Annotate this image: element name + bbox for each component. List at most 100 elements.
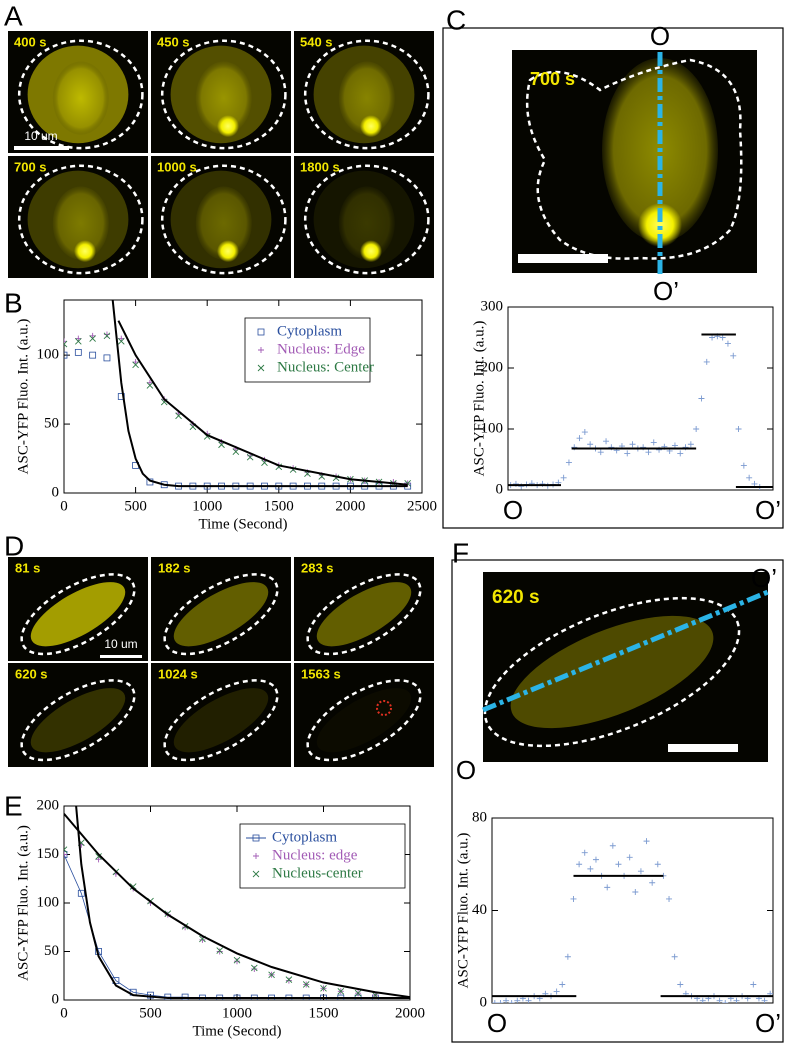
time-label: 1563 s: [301, 666, 341, 681]
data-point: [302, 981, 310, 988]
legend-marker: [252, 870, 260, 878]
time-label: 1800 s: [300, 159, 340, 174]
y-tick-label: 100: [37, 347, 60, 363]
cell-outline: [20, 679, 136, 762]
legend-marker: [257, 364, 265, 372]
data-point: [492, 1000, 498, 1003]
y-axis-label: ASC-YFP Fluo. Int. (a.u.): [471, 321, 487, 477]
micrograph: [8, 663, 148, 767]
data-point: [761, 997, 768, 1003]
data-point: [553, 988, 560, 995]
data-point: [64, 846, 68, 853]
data-point: [250, 964, 258, 972]
y-tick-label: 200: [481, 359, 504, 375]
time-label: 182 s: [158, 560, 191, 575]
nucleus: [52, 186, 109, 260]
data-point: [103, 332, 111, 340]
legend-marker: [257, 328, 265, 336]
y-axis-label: ASC-YFP Fluo. Int. (a.u.): [15, 319, 31, 475]
data-point: [199, 936, 206, 943]
data-point: [587, 441, 594, 448]
data-point: [117, 338, 125, 345]
data-point: [643, 838, 650, 845]
data-point: [624, 450, 631, 457]
x-axis-label: Time (Second): [198, 516, 287, 532]
scale-bar: [14, 146, 69, 150]
legend-box: [239, 823, 406, 889]
scale-label: 10 um: [24, 129, 57, 143]
data-point: [234, 958, 240, 965]
data-point: [503, 997, 510, 1003]
plot-frame: [63, 299, 423, 494]
data-point: [637, 868, 644, 875]
x-tick-label: 0: [60, 498, 68, 514]
data-point: [354, 989, 362, 997]
data-point: [699, 997, 706, 1003]
x-tick-label: 2000: [395, 1005, 425, 1021]
plot-frame: [491, 817, 774, 1004]
data-point: [649, 879, 656, 886]
data-point: [751, 480, 758, 487]
data-point: [64, 340, 68, 348]
scale-label: 10 um: [104, 637, 137, 651]
data-point: [650, 439, 657, 446]
nucleus: [52, 61, 109, 135]
data-point: [693, 426, 700, 432]
x-tick-label: 0: [60, 1005, 68, 1021]
data-point: [565, 459, 572, 466]
data-point: [64, 338, 67, 345]
y-tick-label: 0: [52, 991, 60, 1007]
data-point: [560, 474, 567, 481]
panel-label: C: [446, 4, 466, 35]
panel-label: F: [452, 537, 469, 568]
time-label: 1000 s: [157, 159, 197, 174]
data-point: [722, 1000, 729, 1003]
y-tick-label: 0: [496, 481, 504, 497]
data-point: [629, 441, 636, 448]
data-point: [597, 449, 604, 456]
micrograph: [483, 572, 768, 762]
asc-speck: [638, 203, 682, 247]
data-point: [581, 429, 588, 436]
y-axis-label: ASC-YFP Fluo. Int. (a.u.): [15, 825, 31, 981]
data-point: [514, 997, 521, 1003]
line-end: O: [650, 21, 670, 51]
data-point: [645, 449, 652, 456]
legend-box: [244, 317, 371, 383]
data-point: [626, 854, 633, 861]
time-label: 540 s: [300, 34, 333, 49]
plot-area: [64, 300, 412, 490]
cell-outline: [163, 573, 279, 656]
data-point: [604, 884, 611, 891]
time-label: 450 s: [157, 34, 190, 49]
data-point: [698, 395, 705, 402]
data-point: [724, 340, 731, 347]
time-label: 620 s: [15, 666, 48, 681]
asc-speck: [360, 240, 382, 263]
data-point: [564, 953, 571, 960]
data-point: [735, 426, 742, 432]
panel-label: E: [4, 790, 23, 821]
data-point: [730, 352, 737, 359]
data-point: [216, 947, 224, 954]
cell-outline: [17, 164, 144, 275]
data-point: [716, 997, 723, 1003]
cell-outline: [306, 679, 422, 762]
x-tick-label: 1000: [222, 1005, 252, 1021]
data-point: [525, 997, 532, 1003]
data-point: [559, 981, 566, 988]
x-tick-label: 500: [124, 498, 147, 514]
data-point: [132, 359, 139, 366]
x-tick-label: 1000: [192, 498, 222, 514]
data-point: [497, 1000, 504, 1003]
data-point: [132, 361, 139, 369]
data-point: [733, 997, 740, 1003]
data-point: [687, 441, 694, 448]
x-tick-label: 500: [139, 1005, 162, 1021]
data-point: [75, 338, 82, 345]
data-point: [632, 889, 639, 895]
data-point: [251, 965, 258, 972]
time-label: 81 s: [15, 560, 40, 575]
time-label: 700 s: [14, 159, 47, 174]
legend-label: Nucleus: Center: [277, 359, 374, 375]
